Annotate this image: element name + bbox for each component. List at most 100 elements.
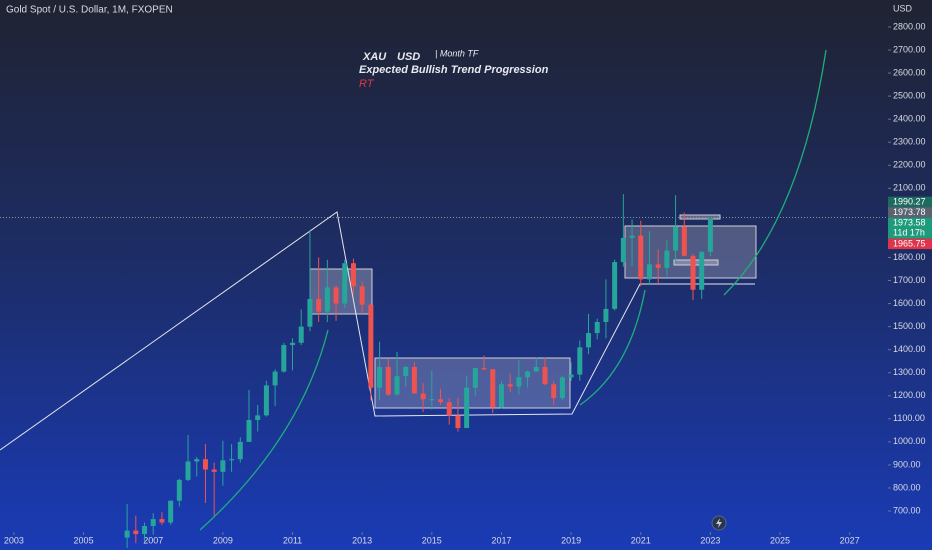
candle-body [655,264,661,268]
flash-icon-glyph [716,518,722,528]
candle-body [202,459,208,470]
price-tag [888,217,932,239]
y-tick-label: 1300.00 [893,367,926,377]
candle-body [368,304,374,388]
x-tick-label: 2027 [840,535,860,545]
candle-body [629,235,635,238]
range-box [624,225,757,279]
y-tick-label: 1600.00 [893,298,926,308]
projection-curve [723,49,827,296]
price-tag [888,196,932,208]
annotation: Expected Bullish Trend Progression [359,64,549,76]
y-tick-label: 1700.00 [893,275,926,285]
candle-body [272,371,278,386]
candle-body [516,377,522,387]
candle-body [263,385,269,416]
candle-body [159,519,165,523]
candle-body [707,218,713,252]
projection-curve [579,289,646,406]
candle-body [281,345,287,372]
y-tick-label: 700.00 [893,505,921,515]
price-tag [888,238,932,250]
candle-body [646,264,652,280]
candle-body [350,263,356,287]
y-tick-label: 2100.00 [893,183,926,193]
candle-body [142,526,148,535]
candle-body [403,366,409,377]
candle-body [481,368,487,370]
x-tick-label: 2015 [422,535,442,545]
candle-body [559,377,565,399]
y-tick-label: 1000.00 [893,436,926,446]
annotation: USD [397,51,420,63]
candle-body [586,333,592,348]
candle-body [472,368,478,388]
y-tick-label: 1500.00 [893,321,926,331]
annotation: RT [359,78,375,90]
range-box [673,259,719,266]
annotation: | Month TF [435,48,479,58]
candle-body [255,415,261,420]
candle-body [455,415,461,429]
candle-body [551,384,557,399]
range-box [374,357,571,409]
candle-body [359,286,365,305]
candle-body [333,287,339,304]
candle-body [498,384,504,408]
y-tick-label: 2500.00 [893,90,926,100]
candle-body [464,387,470,429]
y-tick-label: 1400.00 [893,344,926,354]
annotation: XAU [362,51,387,63]
price-tag-label: 1973.58 [893,217,926,227]
y-tick-label: 2700.00 [893,44,926,54]
y-tick-label: 2600.00 [893,67,926,77]
candle-body [638,235,644,280]
x-tick-label: 2019 [561,535,581,545]
price-tag-countdown: 11d 17h [893,227,925,237]
candle-body [211,469,217,472]
candle-body [690,255,696,290]
x-tick-label: 2003 [4,535,24,545]
candle-body [150,519,156,527]
candle-body [612,262,618,309]
candle-body [246,419,252,442]
candle-body [525,371,531,378]
candle-body [429,399,435,401]
x-tick-label: 2017 [491,535,511,545]
candle-body [298,326,304,343]
candle-body [507,384,513,387]
x-tick-label: 2009 [213,535,233,545]
candle-body [290,342,296,346]
candle-body [124,530,130,538]
candle-body [377,366,383,388]
x-tick-label: 2007 [143,535,163,545]
price-tag-label: 1965.75 [893,238,926,248]
candle-body [420,393,426,400]
x-tick-label: 2011 [283,535,302,545]
candle-body [385,366,391,395]
candle-body [673,226,679,251]
y-tick-label: 2400.00 [893,114,926,124]
candle-body [681,226,687,256]
x-tick-label: 2013 [352,535,372,545]
x-tick-label: 2005 [74,535,94,545]
candle-body [411,366,417,394]
x-tick-label: 2021 [631,535,651,545]
candle-body [603,308,609,323]
drawings [0,49,827,531]
y-tick-label: 2200.00 [893,160,926,170]
candle-body [394,376,400,395]
y-tick-label: 800.00 [893,482,921,492]
candle-body [185,461,191,480]
candle-body [577,347,583,375]
price-tag-label: 1973.78 [893,207,926,217]
candle-body [133,530,139,535]
price-tag [888,207,932,218]
candle-body [229,459,235,461]
candle-body [168,500,174,523]
candle-body [438,399,444,403]
chart-title: Gold Spot / U.S. Dollar, 1M, FXOPEN [6,5,173,16]
x-tick-label: 2025 [770,535,790,545]
